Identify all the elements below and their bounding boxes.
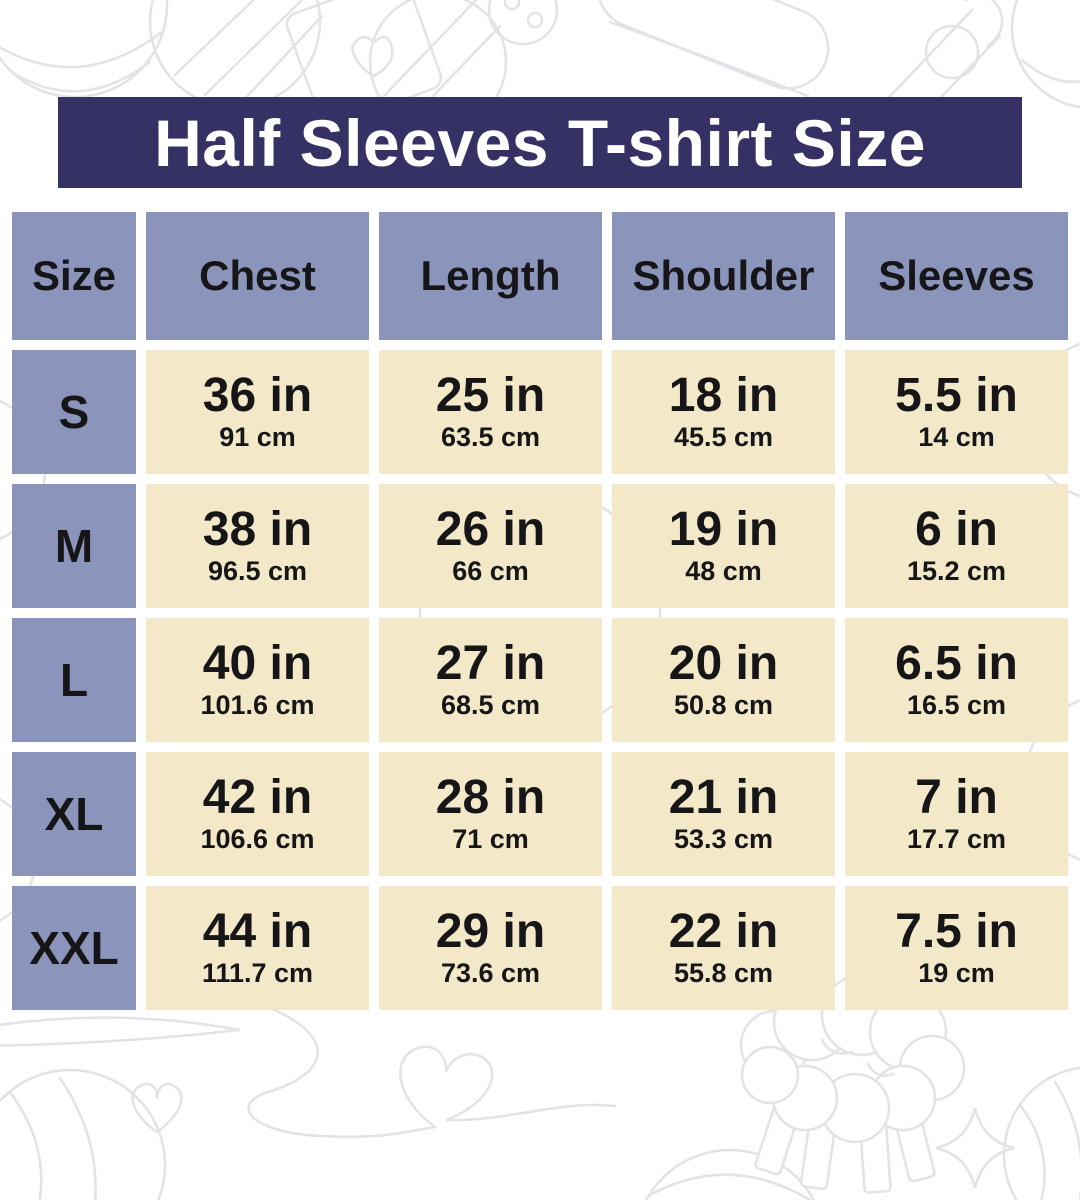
cell-l-chest: 40 in 101.6 cm	[146, 618, 369, 742]
row-label-m: M	[12, 484, 136, 608]
value-cm: 50.8 cm	[673, 689, 774, 720]
value-inches: 27 in	[435, 637, 546, 691]
value-cm: 96.5 cm	[207, 555, 308, 586]
row-label-l: L	[12, 618, 136, 742]
cell-xl-shoulder: 21 in 53.3 cm	[612, 752, 835, 876]
value-inches: 25 in	[435, 369, 546, 423]
yarn-ball-icon	[1010, 0, 1080, 109]
value-inches: 21 in	[668, 771, 779, 825]
cell-xl-length: 28 in 71 cm	[379, 752, 602, 876]
row-label-xl: XL	[12, 752, 136, 876]
value-inches: 7 in	[915, 771, 998, 825]
cell-xxl-length: 29 in 73.6 cm	[379, 886, 602, 1010]
value-inches: 22 in	[668, 905, 779, 959]
row-label-xxl: XXL	[12, 886, 136, 1010]
cell-s-length: 25 in 63.5 cm	[379, 350, 602, 474]
value-inches: 36 in	[202, 369, 313, 423]
value-cm: 45.5 cm	[673, 421, 774, 452]
size-table: Size Chest Length Shoulder Sleeves S 36 …	[12, 212, 1068, 1010]
cell-s-shoulder: 18 in 45.5 cm	[612, 350, 835, 474]
cell-xl-chest: 42 in 106.6 cm	[146, 752, 369, 876]
value-cm: 91 cm	[219, 421, 296, 452]
cell-m-length: 26 in 66 cm	[379, 484, 602, 608]
value-inches: 29 in	[435, 905, 546, 959]
value-cm: 66 cm	[452, 555, 529, 586]
cell-m-sleeves: 6 in 15.2 cm	[845, 484, 1068, 608]
yarn-ball-icon	[644, 1148, 816, 1200]
cell-s-sleeves: 5.5 in 14 cm	[845, 350, 1068, 474]
value-cm: 19 cm	[918, 957, 995, 988]
yarn-ball-icon	[0, 1068, 167, 1200]
column-header-length: Length	[379, 212, 602, 340]
column-header-size: Size	[12, 212, 136, 340]
cell-l-sleeves: 6.5 in 16.5 cm	[845, 618, 1068, 742]
cell-xxl-sleeves: 7.5 in 19 cm	[845, 886, 1068, 1010]
value-inches: 5.5 in	[895, 369, 1018, 423]
skein-icon	[148, 0, 508, 132]
cell-m-chest: 38 in 96.5 cm	[146, 484, 369, 608]
value-inches: 42 in	[202, 771, 313, 825]
value-inches: 19 in	[668, 503, 779, 557]
value-inches: 6 in	[915, 503, 998, 557]
yarn-ball-icon	[1002, 1066, 1080, 1200]
value-cm: 106.6 cm	[200, 823, 315, 854]
value-cm: 111.7 cm	[201, 957, 314, 988]
value-cm: 71 cm	[452, 823, 529, 854]
cell-l-shoulder: 20 in 50.8 cm	[612, 618, 835, 742]
value-inches: 40 in	[202, 637, 313, 691]
thread-icon	[247, 1003, 617, 1139]
value-cm: 101.6 cm	[200, 689, 315, 720]
value-cm: 15.2 cm	[906, 555, 1007, 586]
column-header-shoulder: Shoulder	[612, 212, 835, 340]
value-inches: 20 in	[668, 637, 779, 691]
value-inches: 26 in	[435, 503, 546, 557]
cell-l-length: 27 in 68.5 cm	[379, 618, 602, 742]
cell-s-chest: 36 in 91 cm	[146, 350, 369, 474]
value-cm: 48 cm	[685, 555, 762, 586]
page-title: Half Sleeves T-shirt Size	[58, 97, 1022, 188]
value-inches: 44 in	[202, 905, 313, 959]
value-cm: 63.5 cm	[440, 421, 541, 452]
sparkle-icon	[935, 1107, 1015, 1189]
value-cm: 17.7 cm	[906, 823, 1007, 854]
yarn-ball-icon	[0, 0, 169, 99]
value-inches: 6.5 in	[895, 637, 1018, 691]
value-cm: 53.3 cm	[673, 823, 774, 854]
value-cm: 55.8 cm	[673, 957, 774, 988]
button-icon	[487, 0, 559, 46]
cell-xl-sleeves: 7 in 17.7 cm	[845, 752, 1068, 876]
column-header-sleeves: Sleeves	[845, 212, 1068, 340]
value-inches: 38 in	[202, 503, 313, 557]
safety-pin-icon	[596, 0, 830, 98]
cell-xxl-shoulder: 22 in 55.8 cm	[612, 886, 835, 1010]
column-header-chest: Chest	[146, 212, 369, 340]
value-cm: 14 cm	[918, 421, 995, 452]
value-cm: 73.6 cm	[440, 957, 541, 988]
cell-m-shoulder: 19 in 48 cm	[612, 484, 835, 608]
row-label-s: S	[12, 350, 136, 474]
cell-xxl-chest: 44 in 111.7 cm	[146, 886, 369, 1010]
value-inches: 18 in	[668, 369, 779, 423]
value-cm: 68.5 cm	[440, 689, 541, 720]
heart-icon	[131, 1082, 183, 1134]
crochet-hook-icon	[0, 1016, 241, 1047]
value-inches: 7.5 in	[895, 905, 1018, 959]
value-cm: 16.5 cm	[906, 689, 1007, 720]
value-inches: 28 in	[435, 771, 546, 825]
